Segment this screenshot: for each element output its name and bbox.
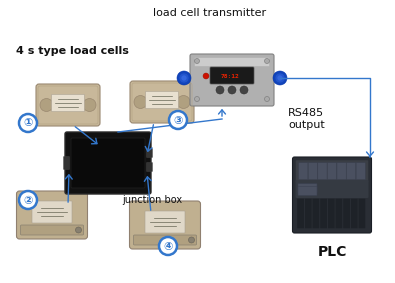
- Text: ①: ①: [23, 119, 33, 128]
- FancyBboxPatch shape: [32, 201, 72, 223]
- FancyBboxPatch shape: [21, 225, 83, 235]
- Text: 4 s type load cells: 4 s type load cells: [15, 46, 128, 56]
- FancyBboxPatch shape: [71, 138, 145, 188]
- FancyBboxPatch shape: [210, 67, 254, 84]
- FancyBboxPatch shape: [65, 132, 151, 194]
- FancyBboxPatch shape: [320, 199, 327, 228]
- FancyBboxPatch shape: [343, 199, 350, 228]
- FancyBboxPatch shape: [359, 199, 365, 228]
- Circle shape: [177, 71, 191, 85]
- Circle shape: [169, 111, 187, 129]
- FancyBboxPatch shape: [147, 149, 152, 158]
- FancyBboxPatch shape: [134, 235, 196, 245]
- Circle shape: [216, 86, 224, 94]
- Circle shape: [83, 98, 96, 112]
- FancyBboxPatch shape: [64, 156, 70, 170]
- Circle shape: [265, 97, 269, 102]
- Circle shape: [19, 114, 37, 132]
- FancyBboxPatch shape: [130, 81, 194, 123]
- FancyBboxPatch shape: [17, 191, 88, 239]
- FancyBboxPatch shape: [295, 160, 369, 182]
- Text: junction box: junction box: [122, 195, 182, 205]
- Circle shape: [194, 59, 199, 63]
- Circle shape: [277, 75, 283, 81]
- FancyBboxPatch shape: [145, 211, 185, 233]
- FancyBboxPatch shape: [328, 199, 335, 228]
- FancyBboxPatch shape: [297, 199, 304, 228]
- Circle shape: [40, 98, 53, 112]
- FancyBboxPatch shape: [52, 95, 85, 112]
- Text: ④: ④: [163, 241, 173, 252]
- Circle shape: [275, 73, 285, 83]
- FancyBboxPatch shape: [130, 201, 201, 249]
- Circle shape: [240, 86, 248, 94]
- FancyBboxPatch shape: [293, 157, 372, 233]
- FancyBboxPatch shape: [337, 163, 346, 179]
- Circle shape: [188, 237, 194, 243]
- Circle shape: [179, 73, 189, 83]
- FancyBboxPatch shape: [356, 163, 365, 179]
- Circle shape: [159, 237, 177, 255]
- Circle shape: [75, 227, 81, 233]
- FancyBboxPatch shape: [335, 199, 342, 228]
- Text: 78:12: 78:12: [221, 74, 239, 78]
- Circle shape: [194, 97, 199, 102]
- Circle shape: [265, 59, 269, 63]
- Text: PLC: PLC: [317, 245, 347, 259]
- FancyBboxPatch shape: [318, 163, 327, 179]
- Circle shape: [228, 86, 236, 94]
- Circle shape: [177, 96, 190, 108]
- Circle shape: [273, 71, 287, 85]
- FancyBboxPatch shape: [346, 163, 356, 179]
- Circle shape: [181, 75, 187, 81]
- FancyBboxPatch shape: [145, 91, 179, 109]
- Text: ③: ③: [173, 115, 182, 125]
- FancyBboxPatch shape: [194, 57, 269, 67]
- Circle shape: [134, 96, 147, 108]
- FancyBboxPatch shape: [295, 180, 369, 198]
- Circle shape: [203, 73, 209, 79]
- FancyBboxPatch shape: [299, 163, 308, 179]
- FancyBboxPatch shape: [351, 199, 357, 228]
- FancyBboxPatch shape: [308, 163, 318, 179]
- FancyBboxPatch shape: [327, 163, 337, 179]
- FancyBboxPatch shape: [298, 186, 317, 196]
- FancyBboxPatch shape: [298, 184, 317, 193]
- Text: RS485
output: RS485 output: [288, 108, 325, 130]
- FancyBboxPatch shape: [190, 54, 274, 106]
- Circle shape: [19, 191, 37, 209]
- FancyBboxPatch shape: [147, 162, 152, 171]
- FancyBboxPatch shape: [312, 199, 319, 228]
- FancyBboxPatch shape: [36, 84, 100, 126]
- Text: load cell transmitter: load cell transmitter: [153, 8, 267, 18]
- FancyBboxPatch shape: [305, 199, 312, 228]
- Text: ②: ②: [23, 196, 33, 205]
